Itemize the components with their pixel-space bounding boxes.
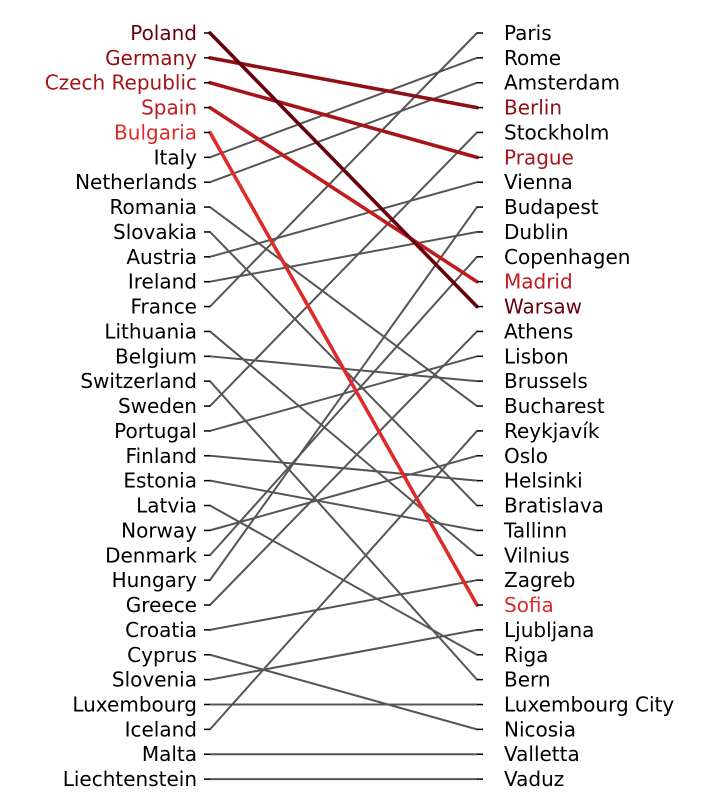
connector-lines	[208, 31, 479, 781]
right-label-ljubljana: Ljubljana	[504, 618, 594, 642]
line-cyprus	[209, 653, 478, 731]
line-poland	[208, 31, 479, 309]
right-label-amsterdam: Amsterdam	[504, 71, 620, 95]
left-label-latvia: Latvia	[136, 494, 197, 518]
right-label-bern: Bern	[504, 668, 551, 692]
right-label-riga: Riga	[504, 643, 548, 667]
line-denmark	[209, 255, 478, 557]
left-label-italy: Italy	[154, 145, 198, 169]
line-slovenia	[209, 628, 478, 681]
line-croatia	[209, 579, 478, 631]
line-switzerland	[209, 380, 478, 681]
axis-ticks	[204, 32, 483, 780]
right-label-prague: Prague	[504, 145, 574, 169]
line-germany	[208, 56, 479, 110]
left-label-czech-republic: Czech Republic	[45, 71, 197, 95]
right-label-zagreb: Zagreb	[504, 568, 575, 592]
line-romania	[209, 206, 478, 408]
left-label-germany: Germany	[105, 46, 197, 70]
left-label-luxembourg: Luxembourg	[72, 692, 197, 716]
right-label-stockholm: Stockholm	[504, 120, 609, 144]
right-label-madrid: Madrid	[504, 270, 573, 294]
left-label-france: France	[130, 295, 197, 319]
right-label-paris: Paris	[504, 21, 552, 45]
left-label-poland: Poland	[130, 21, 197, 45]
right-label-berlin: Berlin	[504, 96, 562, 120]
left-label-belgium: Belgium	[115, 344, 197, 368]
right-capital-labels: ParisRomeAmsterdamBerlinStockholmPragueV…	[503, 21, 674, 791]
right-label-helsinki: Helsinki	[504, 469, 583, 493]
left-label-greece: Greece	[126, 593, 197, 617]
left-label-ireland: Ireland	[128, 270, 197, 294]
line-hungary	[209, 206, 478, 582]
left-label-switzerland: Switzerland	[80, 369, 197, 393]
right-label-copenhagen: Copenhagen	[504, 245, 630, 269]
left-label-netherlands: Netherlands	[75, 170, 197, 194]
left-label-estonia: Estonia	[123, 469, 197, 493]
left-label-norway: Norway	[121, 518, 197, 542]
right-label-bucharest: Bucharest	[504, 394, 605, 418]
left-label-lithuania: Lithuania	[104, 319, 197, 343]
right-label-tallinn: Tallinn	[503, 518, 567, 542]
left-label-malta: Malta	[142, 742, 197, 766]
right-label-oslo: Oslo	[504, 444, 548, 468]
line-spain	[208, 105, 479, 284]
line-italy	[209, 56, 478, 159]
left-label-hungary: Hungary	[112, 568, 198, 592]
right-label-brussels: Brussels	[504, 369, 588, 393]
line-greece	[209, 330, 478, 607]
line-austria	[209, 181, 478, 258]
right-label-rome: Rome	[504, 46, 561, 70]
left-label-portugal: Portugal	[114, 419, 197, 443]
left-label-croatia: Croatia	[125, 618, 197, 642]
left-label-cyprus: Cyprus	[127, 643, 197, 667]
left-label-liechtenstein: Liechtenstein	[63, 767, 197, 791]
right-label-reykjavik: Reykjavík	[504, 419, 600, 443]
left-label-iceland: Iceland	[125, 717, 197, 741]
line-lithuania	[209, 330, 478, 557]
left-label-austria: Austria	[126, 245, 197, 269]
line-estonia	[209, 479, 478, 532]
right-label-dublin: Dublin	[504, 220, 569, 244]
right-label-vaduz: Vaduz	[504, 767, 564, 791]
right-label-vienna: Vienna	[504, 170, 573, 194]
right-label-warsaw: Warsaw	[504, 295, 582, 319]
line-sweden	[209, 131, 478, 408]
right-label-bratislava: Bratislava	[504, 494, 604, 518]
left-label-bulgaria: Bulgaria	[114, 120, 197, 144]
right-label-nicosia: Nicosia	[504, 717, 576, 741]
left-label-slovenia: Slovenia	[112, 668, 197, 692]
left-label-romania: Romania	[110, 195, 197, 219]
right-label-budapest: Budapest	[504, 195, 599, 219]
left-label-finland: Finland	[126, 444, 197, 468]
left-label-spain: Spain	[141, 96, 197, 120]
left-label-slovakia: Slovakia	[113, 220, 197, 244]
right-label-valletta: Valletta	[504, 742, 580, 766]
right-label-athens: Athens	[504, 319, 573, 343]
line-ireland	[209, 230, 478, 283]
left-label-denmark: Denmark	[105, 543, 197, 567]
line-iceland	[209, 429, 478, 731]
right-label-sofia: Sofia	[504, 593, 554, 617]
left-label-sweden: Sweden	[118, 394, 197, 418]
right-label-vilnius: Vilnius	[504, 543, 570, 567]
right-label-lisbon: Lisbon	[504, 344, 569, 368]
line-bulgaria	[208, 130, 479, 607]
line-czech-republic	[208, 80, 479, 160]
right-label-luxembourg-city: Luxembourg City	[504, 692, 674, 716]
